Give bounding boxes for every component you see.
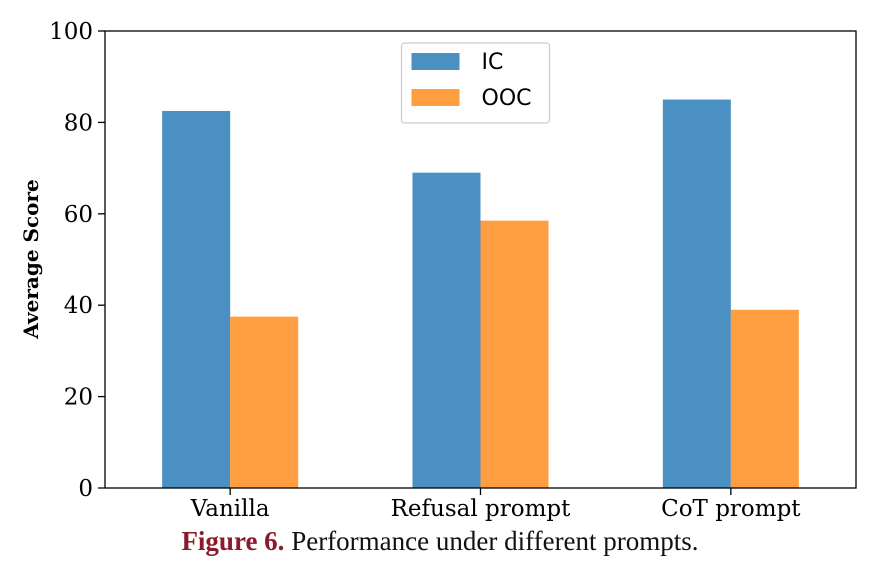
bar-ooc-refusal-prompt — [480, 220, 549, 488]
bar-chart: 0 20 40 60 80 100 Vanilla Refusal prompt CoT pr… — [19, 19, 857, 522]
y-tick-label: 100 — [49, 19, 93, 45]
y-axis-label: Average Score — [19, 179, 43, 339]
bar-ic-refusal-prompt — [412, 172, 481, 489]
figure-number: Figure 6. — [181, 526, 285, 556]
x-tick-label: Vanilla — [190, 496, 270, 522]
figure-caption: Figure 6. Performance under different pr… — [0, 526, 880, 557]
y-tick-label: 80 — [64, 110, 93, 136]
legend-label-ic: IC — [482, 50, 504, 75]
y-tick-label: 60 — [64, 202, 93, 228]
bar-ic-vanilla — [162, 110, 231, 488]
bars-group — [162, 99, 799, 489]
figure-caption-text: Performance under different prompts. — [291, 526, 699, 556]
legend-swatch-ooc — [411, 89, 460, 106]
y-tick-label: 0 — [78, 476, 93, 502]
legend-label-ooc: OOC — [482, 86, 532, 111]
legend: IC OOC — [400, 42, 551, 124]
x-tick-label: CoT prompt — [661, 496, 801, 522]
legend-swatch-ic — [411, 53, 460, 70]
bar-ooc-cot-prompt — [730, 309, 799, 488]
y-axis: 0 20 40 60 80 100 — [49, 19, 105, 502]
bar-ooc-vanilla — [230, 316, 299, 488]
x-tick-label: Refusal prompt — [391, 496, 572, 522]
y-tick-label: 40 — [64, 293, 93, 319]
y-tick-label: 20 — [64, 385, 93, 411]
x-axis: Vanilla Refusal prompt CoT prompt — [190, 488, 801, 522]
bar-ic-cot-prompt — [662, 99, 731, 489]
